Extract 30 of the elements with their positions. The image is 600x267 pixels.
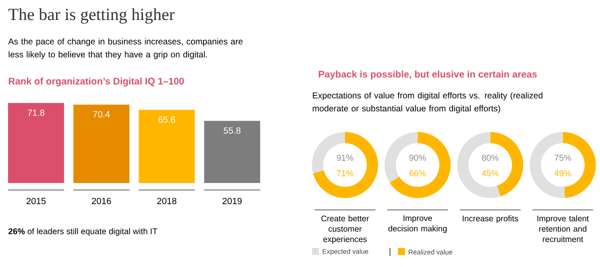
data-label: 71.8 [28,110,44,116]
text: Expectations of value from digital efforts vs. reality (realized moderate or substantial value from digital efforts) [312,92,542,114]
bar [73,104,130,183]
data-label: 65.6 [158,116,176,123]
data-label: 70.4 [93,111,110,118]
text: The bar is getting higher [8,8,175,24]
text: As the pace of change in business increases, companies are less likely to believe that they have a grip on digital. [8,38,243,60]
text: Increase profits [462,215,518,223]
chart-title: Rank of organization’s Digital IQ 1–100 [8,78,184,86]
text: 90% [409,154,426,161]
text: 26% of leaders still equate digital with IT [8,228,158,236]
x-tick-label: 2016 [92,198,111,204]
text: 49% [554,170,572,176]
text: Create better customer experiences [321,215,369,244]
data-label: 55.8 [224,127,240,134]
text: 45% [482,170,498,176]
text: 71% [336,170,354,176]
text: Payback is possible, but elusive in certain areas [318,70,537,80]
text: Improve talent retention and recruitment [537,215,589,242]
text: 91% [336,154,354,161]
x-tick-label: 2019 [222,198,242,204]
x-tick-label: 2015 [26,198,46,204]
x-tick-label: 2018 [157,198,176,204]
text: Improve decision making [388,215,447,234]
bar [204,120,260,183]
text: 66% [409,170,426,176]
bar [138,110,195,183]
bar [8,103,64,183]
text: 80% [482,154,498,161]
text: 75% [554,154,572,161]
